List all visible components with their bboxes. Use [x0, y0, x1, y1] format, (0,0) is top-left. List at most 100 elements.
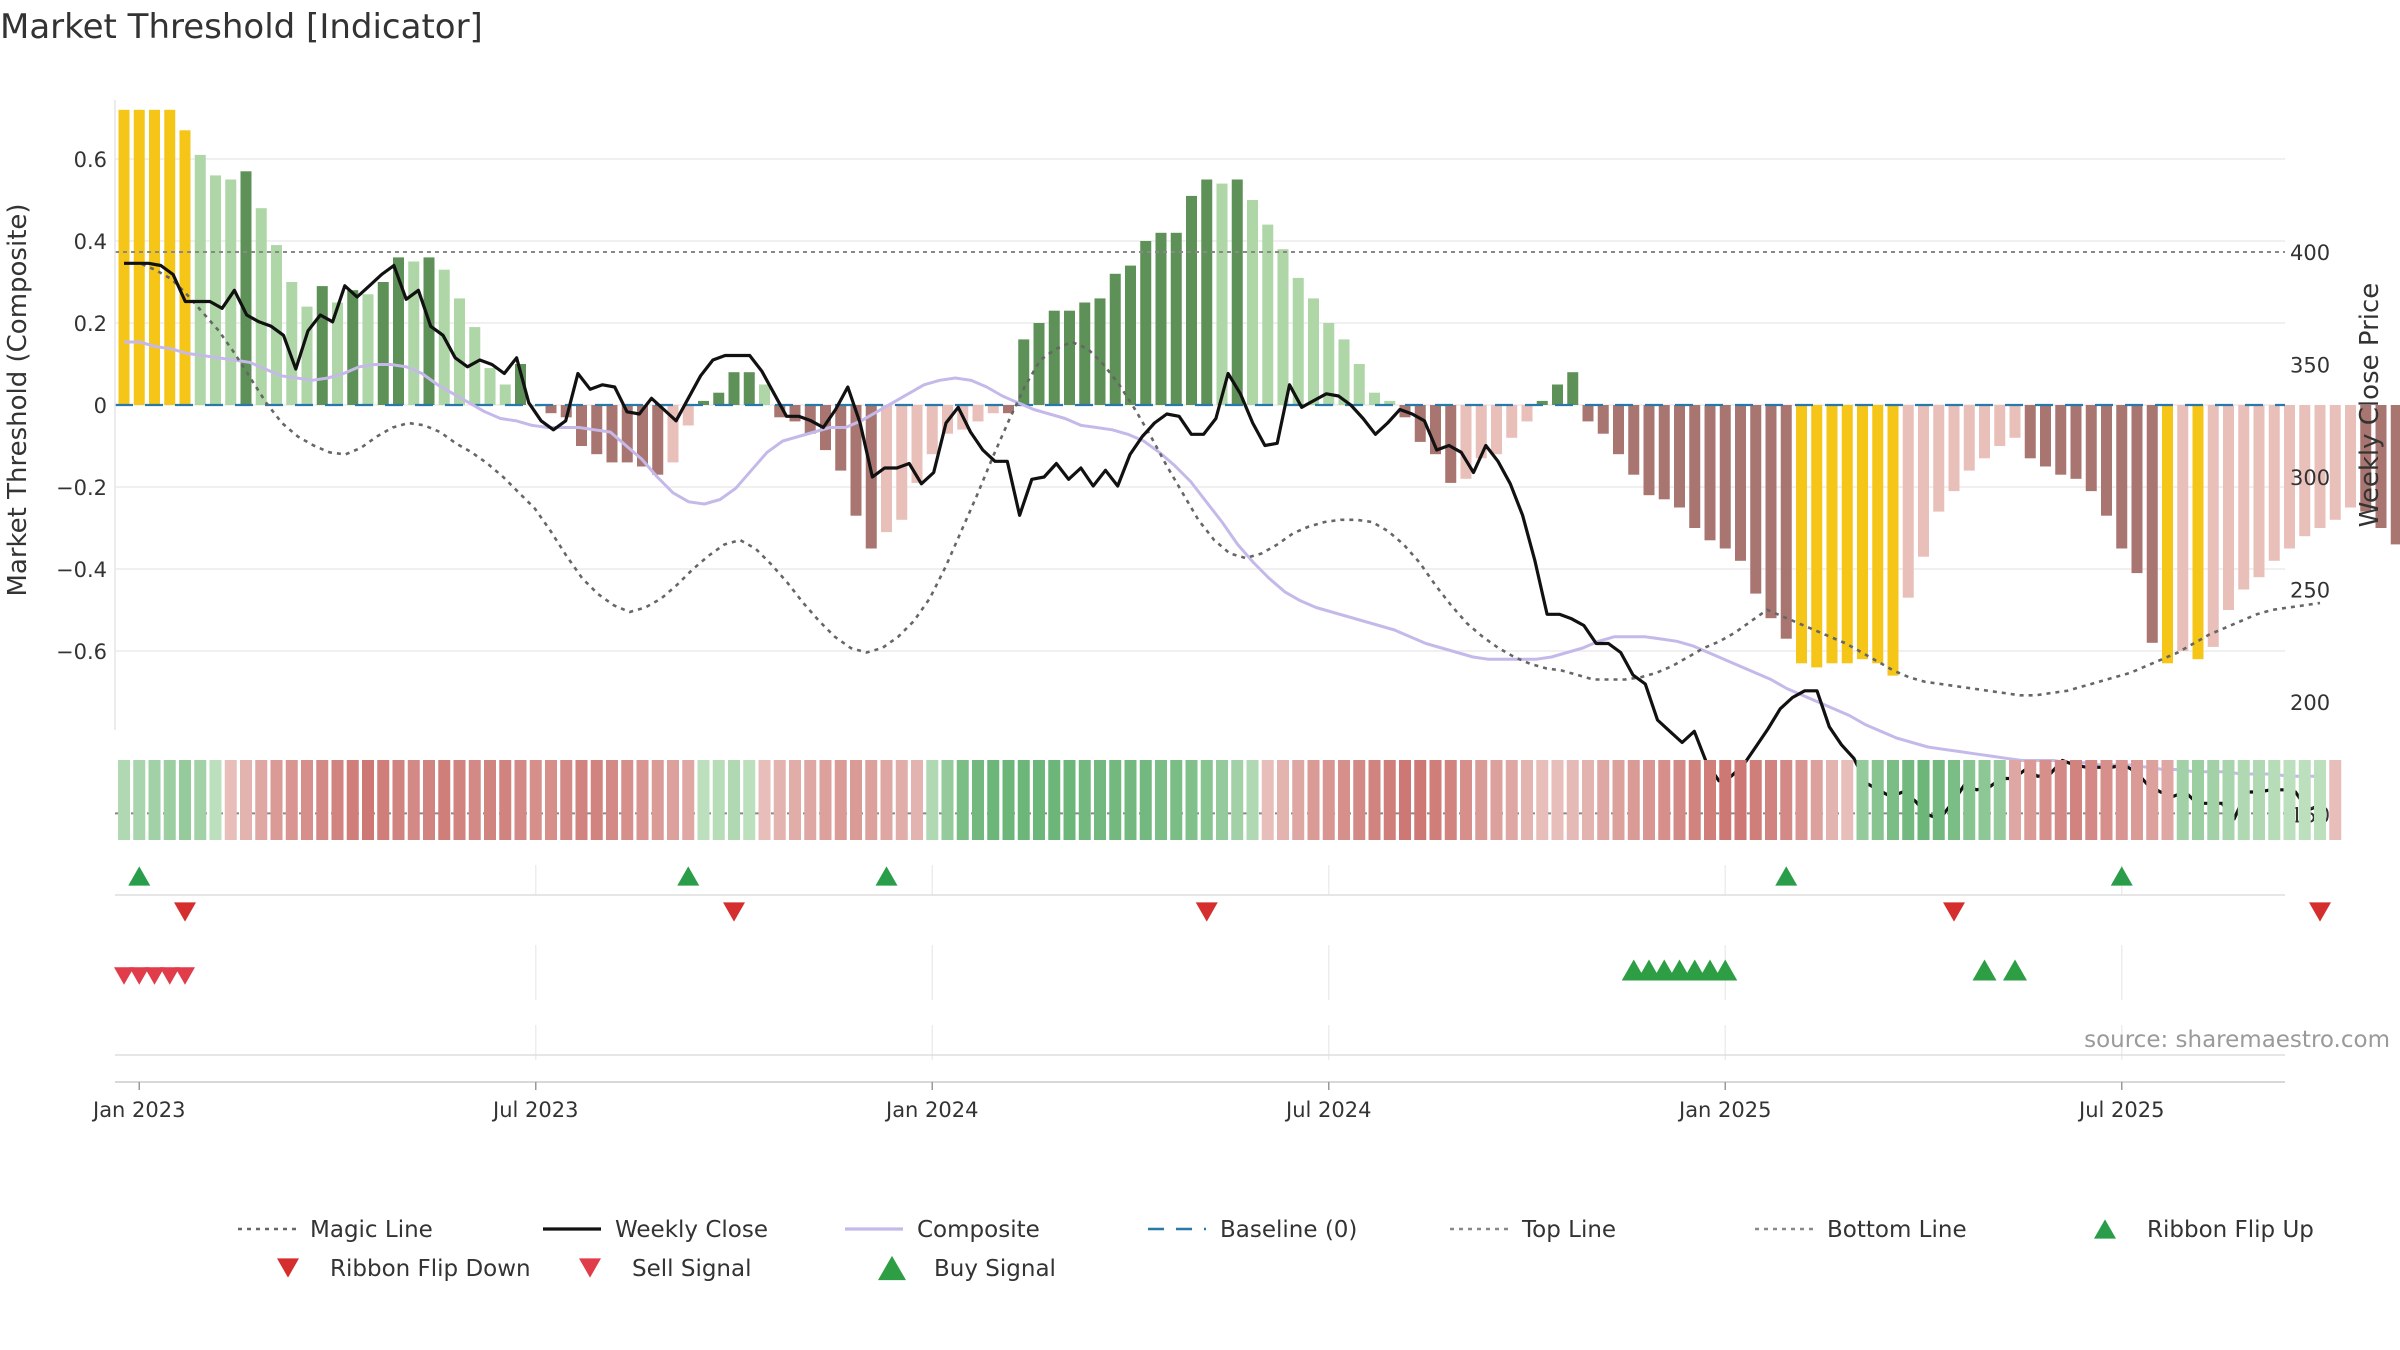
legend-swatch: [579, 1258, 601, 1278]
ribbon-cell: [865, 760, 878, 840]
legend-label: Bottom Line: [1827, 1217, 1967, 1243]
ribbon-cell: [2146, 760, 2159, 840]
composite-bar: [789, 405, 801, 422]
chart-title: Market Threshold [Indicator]: [0, 7, 483, 47]
ribbon-cell: [2070, 760, 2082, 840]
composite-bar: [1628, 405, 1640, 475]
composite-bar: [1155, 232, 1167, 405]
composite-bar: [1933, 405, 1945, 512]
composite-bar: [1201, 179, 1213, 405]
x-tick-label: Jan 2025: [1677, 1098, 1772, 1122]
y-left-tick-label: 0: [94, 394, 107, 418]
legend-swatch: [2094, 1219, 2116, 1239]
ribbon-cell: [956, 760, 969, 840]
composite-bar: [377, 282, 389, 405]
composite-bar: [1780, 405, 1792, 639]
composite-bar: [133, 109, 145, 406]
ribbon-cell: [1353, 760, 1366, 840]
composite-bar: [1018, 339, 1030, 405]
ribbon-cell: [1719, 760, 1732, 840]
composite-bar: [2329, 405, 2341, 520]
ribbon-flip-up-marker: [875, 866, 898, 886]
ribbon-cell: [2024, 760, 2037, 840]
composite-bar: [896, 405, 908, 520]
x-tick-label: Jan 2024: [884, 1098, 979, 1122]
legend: Magic Line Weekly Close Composite Baseline …: [238, 1217, 2314, 1282]
ribbon-cell: [911, 760, 923, 840]
composite-bar: [1567, 372, 1579, 405]
composite-bar: [1552, 384, 1563, 405]
composite-bar: [1521, 405, 1533, 422]
ribbon-cell: [2253, 760, 2265, 840]
ribbon-cell: [377, 760, 390, 840]
composite-bar: [1658, 405, 1670, 500]
ribbon-cell: [1185, 760, 1198, 840]
ribbon-cell: [255, 760, 268, 840]
x-tick-label: Jul 2023: [491, 1098, 578, 1122]
ribbon-cell: [2298, 760, 2311, 840]
ribbon-cell: [1856, 760, 1869, 840]
composite-bar: [1597, 405, 1609, 434]
buy-signal-marker: [1621, 959, 1646, 981]
buy-signal-marker: [1652, 959, 1677, 981]
composite-bar: [987, 405, 999, 414]
composite-bar: [1308, 298, 1319, 405]
composite-bar: [2009, 405, 2021, 438]
sell-signal-marker: [114, 967, 134, 985]
composite-bar: [1125, 265, 1136, 405]
ribbon-cell: [575, 760, 588, 840]
y-right-tick-label: 350: [2290, 354, 2330, 378]
composite-bar: [1323, 323, 1335, 405]
composite-bar: [1979, 405, 1990, 459]
composite-bar: [469, 327, 481, 405]
ribbon-cell: [667, 760, 679, 840]
composite-bar: [2116, 405, 2128, 549]
composite-bar: [362, 294, 374, 405]
composite-bar: [332, 302, 343, 405]
legend-label: Top Line: [1521, 1217, 1616, 1243]
ribbon-cell: [1536, 760, 1549, 840]
ribbon-cell: [804, 760, 817, 840]
buy-signal-marker: [1698, 959, 1722, 981]
legend-item: Sell Signal: [579, 1256, 752, 1282]
composite-bar: [1719, 405, 1731, 549]
composite-bar: [1414, 405, 1426, 442]
ribbon-cell: [1200, 760, 1213, 840]
composite-bar: [1247, 200, 1258, 405]
buy-signal-marker: [1713, 959, 1738, 981]
ribbon-cell: [1109, 760, 1122, 840]
legend-item: Bottom Line: [1755, 1217, 1967, 1243]
composite-bar: [271, 245, 282, 405]
ribbon-cell: [468, 760, 481, 840]
ribbon-cell: [590, 760, 603, 840]
composite-bar: [560, 405, 572, 418]
ribbon-cell: [118, 760, 130, 840]
ribbon-cell: [1277, 760, 1289, 840]
ribbon-cell: [1551, 760, 1564, 840]
ribbon-cell: [2100, 760, 2113, 840]
composite-bar: [1536, 400, 1548, 405]
ribbon-flip-up-marker: [677, 866, 700, 886]
ribbon-cell: [2207, 760, 2220, 840]
ribbon-cell: [1765, 760, 1777, 840]
composite-bar: [347, 290, 359, 405]
composite-bar: [576, 405, 587, 446]
composite-bar: [743, 372, 755, 405]
ribbon-cell: [1444, 760, 1457, 840]
ribbon-cell: [1490, 760, 1503, 840]
composite-bar: [1079, 302, 1091, 405]
composite-bar: [2223, 405, 2234, 610]
ribbon-cell: [1749, 760, 1762, 840]
composite-bar: [210, 175, 221, 405]
composite-bar: [1048, 310, 1060, 405]
ribbon-cell: [133, 760, 146, 840]
composite-bar: [316, 286, 328, 405]
ribbon-cell: [194, 760, 207, 840]
composite-bar: [2055, 405, 2067, 475]
composite-bar: [2070, 405, 2082, 479]
composite-bar: [393, 257, 404, 405]
legend-label: Magic Line: [310, 1217, 433, 1243]
composite-bar: [2101, 405, 2112, 516]
x-tick-label: Jul 2024: [1284, 1098, 1371, 1122]
composite-bar: [2360, 405, 2372, 512]
